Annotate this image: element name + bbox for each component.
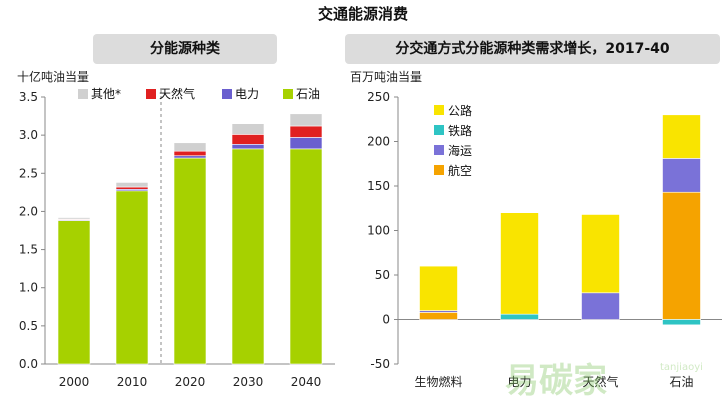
left-bar-segment: [231, 123, 265, 135]
right-x-tick-label: 天然气: [582, 374, 618, 389]
right-y-axis-unit: 百万吨油当量: [350, 70, 423, 84]
left-y-axis-unit: 十亿吨油当量: [17, 70, 90, 84]
left-legend-label: 天然气: [159, 86, 195, 101]
left-bar-segment: [231, 143, 265, 150]
watermark-text: 易碳家: [505, 361, 607, 401]
left-y-tick-label: 1.5: [19, 243, 38, 257]
right-bar-segment: [581, 292, 620, 320]
left-chart-area: 0.0 0.5 1.0 1.5 2.0 2.5 3.0 3.5 2000 2010 2020 2030…: [19, 86, 335, 389]
left-bar-segment: [173, 157, 207, 365]
left-bar-segment: [57, 220, 91, 365]
right-x-tick-label: 电力: [507, 375, 531, 389]
left-bar-segment: [289, 113, 323, 127]
left-panel-title: 分能源种类: [93, 34, 277, 64]
left-bar-segment: [173, 150, 207, 157]
left-y-tick-label: 3.5: [19, 90, 38, 104]
left-x-tick-label: 2000: [59, 375, 90, 389]
right-y-tick-label: -50: [370, 357, 390, 371]
right-y-tick-label: 200: [367, 135, 390, 149]
right-x-tick-label: 石油: [669, 375, 693, 389]
left-bar-segment: [173, 142, 207, 152]
left-bar-segment: [289, 148, 323, 365]
chart-main-title: 交通能源消费: [317, 5, 408, 23]
right-x-tick-label: 生物燃料: [414, 374, 462, 389]
watermark-logo: 易碳家 tanjiaoyi: [505, 361, 703, 401]
right-bar-segment: [662, 114, 701, 159]
left-bar-segment: [57, 217, 91, 220]
right-legend-swatch: [434, 105, 444, 115]
right-legend-label: 公路: [448, 103, 472, 118]
left-bar-segment: [289, 125, 323, 138]
right-bar-segment: [500, 212, 539, 315]
left-legend-swatch: [222, 89, 232, 99]
left-x-tick-label: 2010: [117, 375, 148, 389]
left-y-tick-label: 3.0: [19, 128, 38, 142]
right-bar-segment: [500, 313, 539, 320]
right-bar-segment: [419, 265, 458, 311]
left-bar-segment: [115, 182, 149, 188]
left-legend-swatch: [78, 89, 88, 99]
right-bar-segment: [662, 158, 701, 193]
left-legend-label: 电力: [235, 87, 259, 101]
left-bar-segment: [115, 186, 149, 190]
left-bar-segment: [173, 155, 207, 159]
left-legend-swatch: [283, 89, 293, 99]
right-legend-label: 铁路: [448, 123, 472, 138]
right-y-tick-label: 150: [367, 179, 390, 193]
right-y-tick-label: 50: [375, 268, 390, 282]
right-legend-swatch: [434, 165, 444, 175]
right-panel-title: 分交通方式分能源种类需求增长，2017-40: [345, 34, 720, 64]
right-legend-label: 海运: [448, 143, 472, 158]
left-bar-segment: [231, 134, 265, 145]
left-bar-segment: [289, 137, 323, 150]
left-bar-segment: [231, 148, 265, 365]
right-y-tick-label: 0: [382, 313, 390, 327]
left-bar-segment: [115, 190, 149, 365]
left-y-tick-label: 2.0: [19, 204, 38, 218]
left-legend-swatch: [146, 89, 156, 99]
left-legend-label: 其他*: [91, 87, 121, 101]
left-y-tick-label: 0.0: [19, 357, 38, 371]
right-legend-label: 航空: [448, 163, 472, 178]
right-y-tick-label: 250: [367, 90, 390, 104]
left-y-tick-label: 2.5: [19, 166, 38, 180]
left-y-tick-label: 0.5: [19, 319, 38, 333]
watermark-subtext: tanjiaoyi: [660, 362, 703, 373]
left-y-tick-label: 1.0: [19, 281, 38, 295]
right-bar-segment: [419, 312, 458, 320]
right-y-tick-label: 100: [367, 224, 390, 238]
left-x-tick-label: 2040: [291, 375, 322, 389]
right-legend-swatch: [434, 125, 444, 135]
right-bar-segment: [581, 214, 620, 294]
left-x-tick-label: 2030: [233, 375, 264, 389]
right-legend-swatch: [434, 145, 444, 155]
left-legend-label: 石油: [296, 87, 320, 101]
right-bar-segment: [662, 319, 701, 326]
left-x-tick-label: 2020: [175, 375, 206, 389]
right-bar-segment: [662, 191, 701, 320]
